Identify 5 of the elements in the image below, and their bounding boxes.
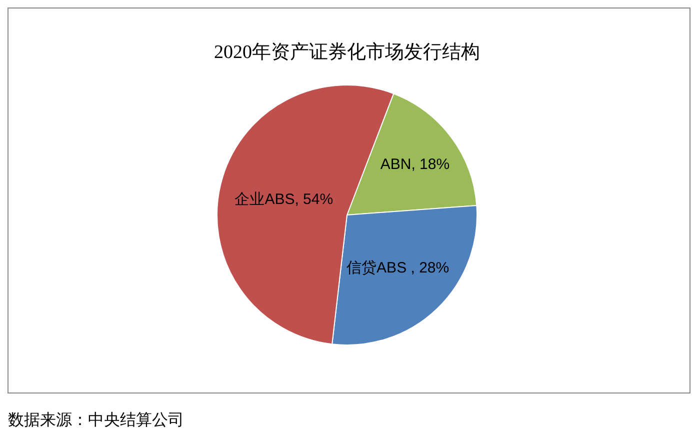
- source-note: 数据来源：中央结算公司: [8, 411, 184, 429]
- chart-title: 2020年资产证券化市场发行结构: [214, 41, 480, 63]
- slice-label: 信贷ABS , 28%: [346, 259, 450, 276]
- slice-label: ABN, 18%: [380, 156, 450, 174]
- slice-label: 企业ABS, 54%: [234, 190, 334, 208]
